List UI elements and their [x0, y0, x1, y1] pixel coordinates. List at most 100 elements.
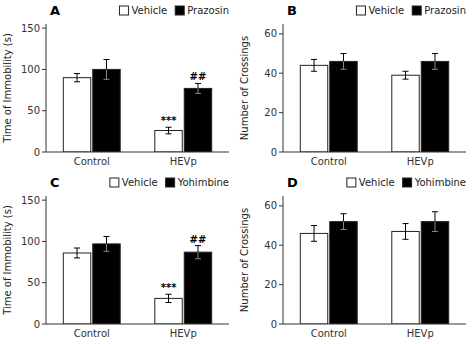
error-line [106, 236, 107, 243]
x-axis [46, 152, 229, 153]
y-axis-label: Time of Immobility (s) [2, 33, 13, 144]
annotation: *** [161, 282, 177, 293]
error-cap [340, 53, 346, 54]
bar [421, 61, 448, 152]
error-line [434, 61, 435, 69]
panel: 050100150ControlHEVpTime of Immobility (… [2, 3, 229, 167]
bar [300, 233, 327, 324]
legend: VehicleYohimbine [347, 177, 466, 188]
error-cap [432, 69, 438, 70]
error-cap [103, 79, 109, 80]
bar [300, 65, 327, 152]
y-tick-label: 20 [264, 279, 277, 290]
error-bar [74, 248, 80, 258]
y-tick-label: 60 [264, 28, 277, 39]
x-axis [46, 324, 229, 325]
y-tick [279, 205, 283, 206]
bar [330, 61, 357, 152]
y-tick [279, 245, 283, 246]
y-axis [283, 196, 284, 324]
error-bar [340, 54, 346, 70]
error-cap [403, 71, 409, 72]
legend-swatch [403, 178, 412, 187]
bar [421, 222, 448, 324]
panel-label: D [287, 175, 298, 190]
error-cap [311, 71, 317, 72]
error-cap [432, 231, 438, 232]
y-tick-label: 0 [271, 319, 277, 330]
bar [63, 78, 90, 152]
y-axis-label: Number of Crossings [239, 208, 250, 312]
y-tick-label: 50 [27, 277, 40, 288]
error-cap [195, 245, 201, 246]
y-tick-label: 40 [264, 68, 277, 79]
error-line [343, 54, 344, 62]
error-cap [166, 127, 172, 128]
annotation: ## [190, 71, 207, 82]
error-cap [311, 225, 317, 226]
error-cap [195, 83, 201, 84]
error-line [168, 298, 169, 302]
error-bar [103, 236, 109, 251]
error-line [197, 88, 198, 93]
y-axis [283, 24, 284, 152]
legend-swatch [412, 6, 421, 15]
y-tick [42, 69, 46, 70]
bar [392, 231, 419, 324]
y-tick-label: 0 [34, 319, 40, 330]
error-bar [403, 224, 409, 240]
error-line [197, 83, 198, 88]
bar [184, 88, 211, 152]
error-cap [311, 59, 317, 60]
y-tick [279, 33, 283, 34]
legend: VehicleYohimbine [110, 177, 229, 188]
x-tick-label: HEVp [170, 156, 197, 167]
error-cap [432, 53, 438, 54]
error-line [314, 226, 315, 234]
legend-label: Vehicle [359, 177, 395, 188]
error-line [77, 74, 78, 78]
panel-label: B [287, 3, 297, 18]
y-tick [42, 28, 46, 29]
error-cap [403, 239, 409, 240]
legend-label: Vehicle [368, 5, 404, 16]
error-cap [166, 133, 172, 134]
x-tick-label: HEVp [407, 328, 434, 339]
error-cap [166, 302, 172, 303]
error-cap [103, 236, 109, 237]
error-cap [340, 229, 346, 230]
error-bar [103, 60, 109, 80]
y-tick-label: 0 [271, 147, 277, 158]
error-line [343, 61, 344, 69]
error-cap [74, 248, 80, 249]
y-tick [42, 241, 46, 242]
bar [392, 75, 419, 152]
y-tick [42, 282, 46, 283]
error-line [168, 294, 169, 298]
error-line [314, 233, 315, 241]
bar [155, 131, 182, 152]
plot-area [63, 60, 211, 152]
error-bar [195, 246, 201, 259]
y-axis-label: Number of Crossings [239, 36, 250, 140]
legend-label: Prazosin [187, 5, 229, 16]
y-tick-label: 20 [264, 107, 277, 118]
error-cap [74, 257, 80, 258]
error-bar [403, 71, 409, 79]
legend-swatch [119, 6, 128, 15]
x-axis [283, 152, 466, 153]
y-tick-label: 40 [264, 240, 277, 251]
plot-area [300, 212, 448, 324]
error-line [434, 212, 435, 222]
error-cap [311, 241, 317, 242]
y-tick-label: 60 [264, 200, 277, 211]
error-cap [103, 251, 109, 252]
bar [155, 298, 182, 324]
y-tick [42, 200, 46, 201]
y-tick [42, 110, 46, 111]
panel-label: C [50, 175, 60, 190]
error-cap [103, 59, 109, 60]
bar [330, 222, 357, 324]
x-axis [283, 324, 466, 325]
x-tick-label: HEVp [170, 328, 197, 339]
